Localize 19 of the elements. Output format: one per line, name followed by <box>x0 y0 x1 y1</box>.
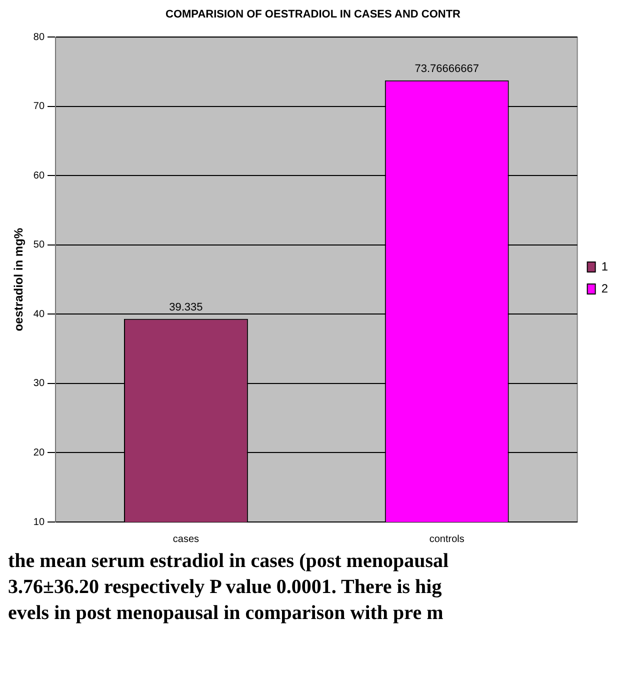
text: evels in post menopausal in comparison with pre m <box>8 601 444 626</box>
y-tick-label: 70 <box>33 101 45 112</box>
text: the mean serum estradiol in cases (post menopausal <box>8 549 450 574</box>
legend-label: 1 <box>601 259 608 274</box>
data-label: 39.335 <box>169 301 203 314</box>
legend-label: 2 <box>601 281 608 296</box>
x-tick-label: cases <box>172 534 200 545</box>
text: 3.76±36.20 respectively P value 0.0001. There is hig <box>8 575 443 600</box>
chart-title: COMPARISION OF OESTRADIOL IN CASES AND CONTR <box>166 8 461 21</box>
y-tick-label: 30 <box>33 378 45 390</box>
y-tick-label: 10 <box>33 516 45 528</box>
y-tick-label: 20 <box>33 447 45 458</box>
y-axis-title: oestradiol in mg% <box>12 228 26 332</box>
data-label: 73.76666667 <box>414 62 479 75</box>
y-tick-label: 80 <box>33 32 45 43</box>
x-tick-label: controls <box>429 534 464 545</box>
y-tick-label: 60 <box>33 170 45 182</box>
y-tick-label: 50 <box>33 240 45 251</box>
y-tick-label: 40 <box>33 308 45 320</box>
